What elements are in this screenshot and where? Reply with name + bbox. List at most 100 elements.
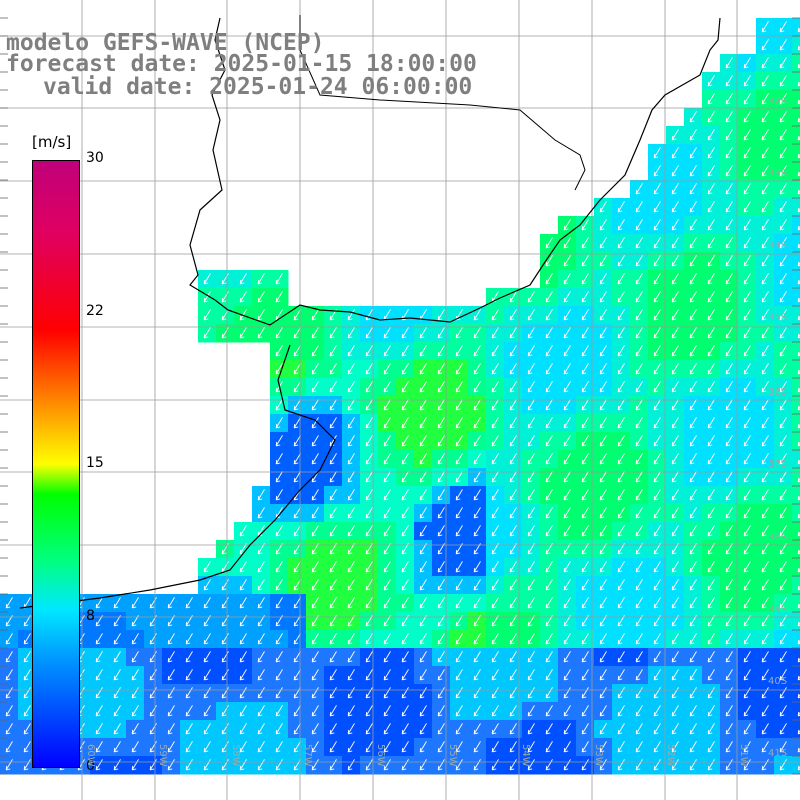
- wind-arrow: [113, 741, 121, 753]
- wind-arrow: [779, 417, 787, 429]
- wind-arrow: [401, 453, 409, 465]
- wind-cell: [792, 504, 800, 523]
- wind-arrow: [401, 525, 409, 537]
- wind-arrow: [203, 705, 211, 717]
- wind-arrow: [185, 687, 193, 699]
- wind-arrow: [545, 291, 553, 303]
- wind-arrow: [131, 651, 139, 663]
- wind-arrow: [545, 273, 553, 285]
- wind-arrow: [401, 579, 409, 591]
- wind-arrow: [563, 381, 571, 393]
- wind-arrow: [779, 93, 787, 105]
- wind-arrow: [725, 417, 733, 429]
- wind-arrow: [779, 489, 787, 501]
- wind-arrow: [779, 723, 787, 735]
- wind-arrow: [761, 705, 769, 717]
- wind-arrow: [743, 147, 751, 159]
- wind-arrow: [797, 423, 800, 429]
- wind-arrow: [311, 417, 319, 429]
- wind-arrow: [617, 435, 625, 447]
- wind-arrow: [635, 345, 643, 357]
- wind-arrow: [239, 291, 247, 303]
- wind-arrow: [347, 309, 355, 321]
- wind-arrow: [617, 759, 625, 771]
- wind-arrow: [239, 723, 247, 735]
- wind-arrow: [257, 579, 265, 591]
- wind-arrow: [581, 273, 589, 285]
- wind-arrow: [581, 525, 589, 537]
- wind-arrow: [779, 309, 787, 321]
- wind-arrow: [275, 759, 283, 771]
- wind-arrow: [419, 399, 427, 411]
- wind-arrow: [797, 549, 800, 555]
- wind-arrow: [653, 291, 661, 303]
- wind-arrow: [743, 705, 751, 717]
- wind-arrow: [347, 525, 355, 537]
- wind-arrow: [671, 165, 679, 177]
- title-forecast-date: forecast date: 2025-01-15 18:00:00: [6, 51, 477, 77]
- wind-arrow: [581, 399, 589, 411]
- wind-arrow: [437, 525, 445, 537]
- wind-arrow: [653, 705, 661, 717]
- wind-arrow: [743, 255, 751, 267]
- wind-arrow: [473, 633, 481, 645]
- wind-arrow: [707, 561, 715, 573]
- wind-arrow: [455, 507, 463, 519]
- wind-arrow: [383, 507, 391, 519]
- wind-arrow: [779, 327, 787, 339]
- wind-arrow: [311, 651, 319, 663]
- wind-arrow: [725, 291, 733, 303]
- wind-arrow: [707, 255, 715, 267]
- wind-arrow: [725, 255, 733, 267]
- wind-arrow: [779, 633, 787, 645]
- wind-arrow: [725, 165, 733, 177]
- wind-arrow: [725, 93, 733, 105]
- wind-arrow: [689, 489, 697, 501]
- wind-arrow: [257, 633, 265, 645]
- wind-arrow: [635, 327, 643, 339]
- wind-arrow: [779, 201, 787, 213]
- wind-arrow: [365, 327, 373, 339]
- wind-arrow: [527, 363, 535, 375]
- wind-arrow: [401, 633, 409, 645]
- wind-arrow: [563, 435, 571, 447]
- wind-arrow: [383, 597, 391, 609]
- wind-arrow: [689, 633, 697, 645]
- wind-arrow: [653, 237, 661, 249]
- wind-arrow: [221, 273, 229, 285]
- wind-arrow: [293, 633, 301, 645]
- wind-arrow: [545, 597, 553, 609]
- wind-arrow: [725, 759, 733, 771]
- colorbar-tick-8: 8: [86, 608, 95, 624]
- wind-arrow: [311, 435, 319, 447]
- wind-arrow: [473, 489, 481, 501]
- wind-arrow: [437, 705, 445, 717]
- wind-arrow: [311, 363, 319, 375]
- wind-arrow: [167, 633, 175, 645]
- wind-arrow: [689, 561, 697, 573]
- wind-arrow: [653, 489, 661, 501]
- wind-arrow: [275, 291, 283, 303]
- wind-arrow: [401, 759, 409, 771]
- wind-arrow: [365, 381, 373, 393]
- wind-arrow: [725, 399, 733, 411]
- wind-arrow: [167, 687, 175, 699]
- wind-arrow: [761, 579, 769, 591]
- wind-arrow: [581, 255, 589, 267]
- wind-arrow: [617, 651, 625, 663]
- wind-arrow: [5, 687, 13, 699]
- wind-arrow: [617, 273, 625, 285]
- wind-arrow: [203, 651, 211, 663]
- wind-arrow: [707, 309, 715, 321]
- wind-arrow: [689, 741, 697, 753]
- wind-arrow: [473, 309, 481, 321]
- wind-arrow: [617, 741, 625, 753]
- wind-arrow: [599, 723, 607, 735]
- wind-arrow: [779, 453, 787, 465]
- wind-arrow: [617, 453, 625, 465]
- wind-arrow: [617, 309, 625, 321]
- wind-arrow: [761, 489, 769, 501]
- wind-arrow: [779, 435, 787, 447]
- wind-arrow: [509, 363, 517, 375]
- wind-arrow: [329, 471, 337, 483]
